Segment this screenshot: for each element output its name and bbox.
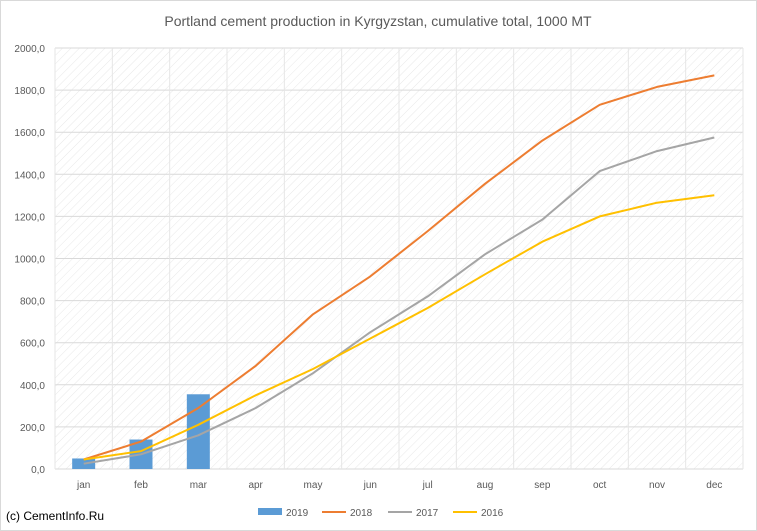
- bar-2019-mar: [186, 394, 210, 469]
- x-axis: jan feb mar apr may jun jul aug sep oct nov dec: [76, 480, 722, 491]
- line-2018: [83, 74, 715, 461]
- line-2017: [83, 136, 715, 465]
- chart-title: Portland cement production in Kyrgyzstan…: [164, 13, 592, 29]
- x-tick-label: may: [304, 480, 323, 491]
- y-tick-label: 0,0: [31, 465, 45, 476]
- x-tick-label: jul: [422, 480, 433, 491]
- legend: 2019 2018 2017 2016: [258, 508, 504, 519]
- y-tick-label: 1200,0: [14, 212, 45, 223]
- x-tick-label: sep: [534, 480, 551, 491]
- y-tick-label: 1000,0: [14, 255, 45, 266]
- legend-label-2016: 2016: [481, 508, 504, 519]
- x-tick-label: jan: [76, 480, 90, 491]
- x-tick-label: jun: [363, 480, 377, 491]
- y-tick-label: 800,0: [20, 297, 45, 308]
- x-tick-label: apr: [248, 480, 263, 491]
- x-tick-label: feb: [134, 480, 148, 491]
- grid: [54, 47, 744, 470]
- legend-label-2018: 2018: [350, 508, 373, 519]
- y-tick-label: 2000,0: [14, 44, 45, 55]
- y-tick-label: 1600,0: [14, 128, 45, 139]
- y-tick-label: 1400,0: [14, 170, 45, 181]
- legend-label-2019: 2019: [286, 508, 309, 519]
- x-tick-label: dec: [706, 480, 722, 491]
- y-tick-label: 1800,0: [14, 86, 45, 97]
- y-axis: 0,0 200,0 400,0 600,0 800,0 1000,0 1200,0 1400,…: [14, 44, 45, 476]
- y-tick-label: 200,0: [20, 423, 45, 434]
- y-tick-label: 400,0: [20, 381, 45, 392]
- x-tick-label: nov: [649, 480, 665, 491]
- y-tick-label: 600,0: [20, 339, 45, 350]
- legend-swatch-2019: [258, 508, 282, 515]
- bar-2019-jan: [72, 458, 96, 469]
- line-2016: [83, 194, 715, 461]
- credit-text: (c) CementInfo.Ru: [6, 509, 105, 523]
- legend-label-2017: 2017: [416, 508, 439, 519]
- x-tick-label: mar: [190, 480, 208, 491]
- line-series: [83, 74, 715, 465]
- x-tick-label: oct: [593, 480, 607, 491]
- x-tick-label: aug: [477, 480, 494, 491]
